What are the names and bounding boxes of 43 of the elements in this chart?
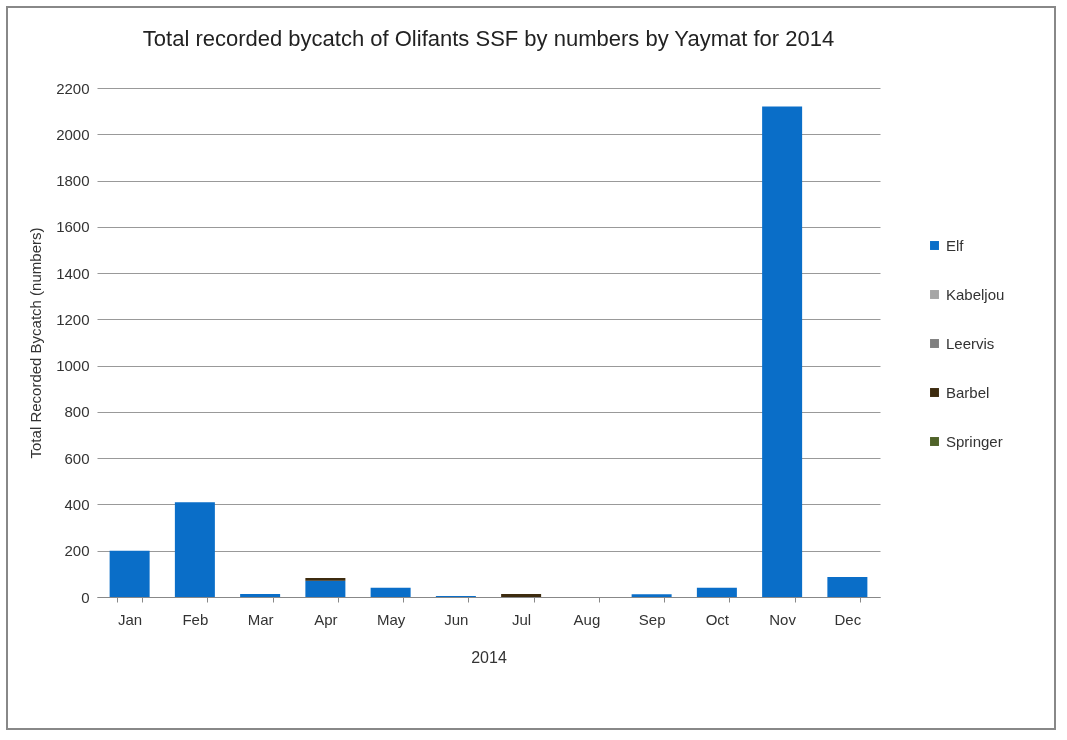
y-tick-label: 1800 [56, 172, 90, 190]
bar [109, 550, 150, 597]
y-tick-label: 0 [81, 588, 90, 606]
x-tick-label: Nov [769, 610, 797, 628]
x-tick-label: Dec [834, 610, 862, 628]
x-tick-label: Jan [118, 610, 143, 628]
legend-label: Springer [946, 432, 1003, 450]
legend-label: Leervis [946, 334, 995, 352]
bar [762, 106, 803, 597]
y-tick-label: 1200 [56, 310, 90, 328]
bar [827, 577, 868, 597]
bar [305, 580, 346, 597]
x-tick-label: May [376, 610, 406, 628]
y-tick-label: 2200 [56, 79, 90, 97]
bar [696, 587, 737, 597]
x-tick-label: Jul [512, 610, 532, 628]
x-tick-label: Aug [573, 610, 601, 628]
y-tick-label: 800 [64, 403, 90, 421]
bar [305, 578, 346, 581]
x-tick-label: Apr [314, 610, 338, 628]
y-tick-label: 600 [64, 449, 90, 467]
bar [240, 593, 281, 597]
bar [631, 594, 672, 597]
x-tick-label: Mar [247, 610, 274, 628]
x-axis-title: 2014 [471, 648, 507, 666]
y-tick-label: 1400 [56, 264, 90, 282]
x-tick-label: Jun [444, 610, 469, 628]
x-tick-label: Oct [705, 610, 730, 628]
y-axis-title: Total Recorded Bycatch (numbers) [27, 227, 45, 459]
bar [370, 587, 411, 597]
y-tick-label: 1600 [56, 218, 90, 236]
y-tick-label: 1000 [56, 357, 90, 375]
bar [174, 502, 215, 597]
legend-label: Elf [946, 236, 965, 254]
y-tick-label: 400 [64, 495, 90, 513]
legend-label: Barbel [946, 383, 990, 401]
y-tick-label: 200 [64, 542, 90, 560]
y-tick-label: 2000 [56, 125, 90, 143]
chart-title: Total recorded bycatch of Olifants SSF by numbers by Yaymat for 2014 [142, 26, 835, 51]
x-tick-label: Feb [182, 610, 209, 628]
legend-label: Kabeljou [946, 285, 1005, 303]
x-tick-label: Sep [638, 610, 666, 628]
bar [501, 593, 542, 597]
